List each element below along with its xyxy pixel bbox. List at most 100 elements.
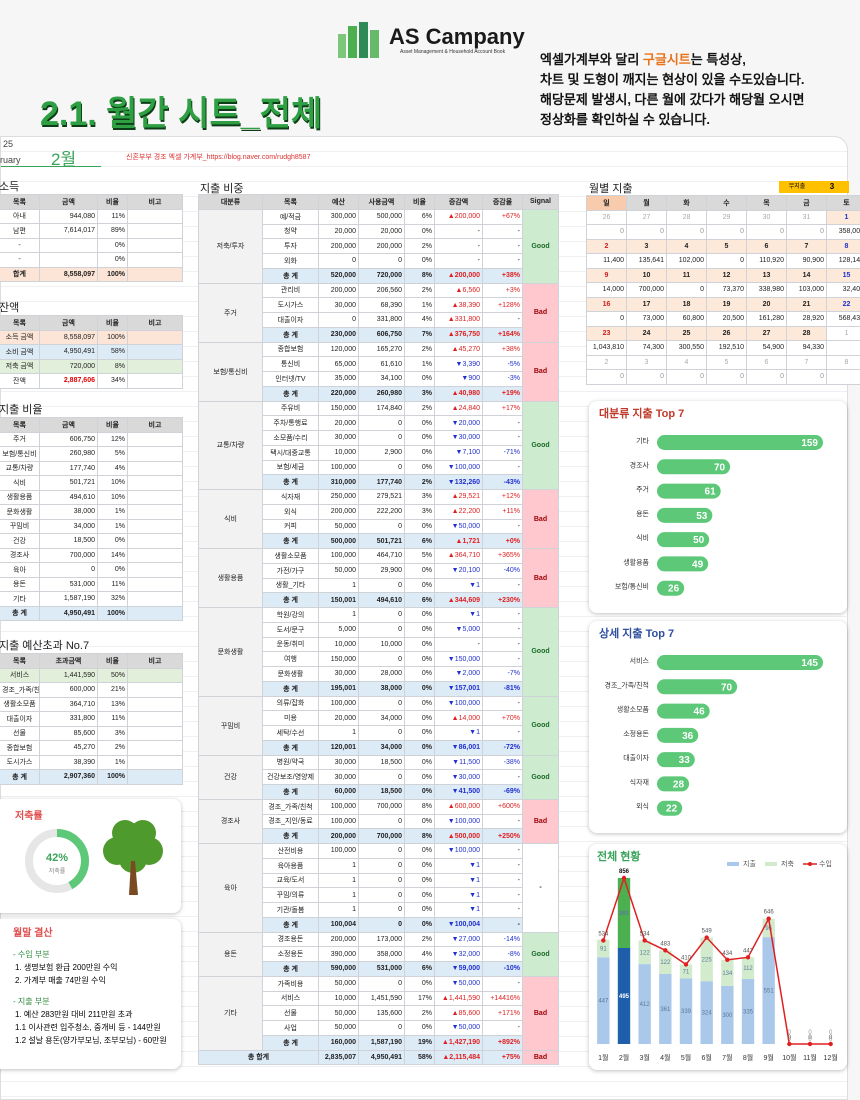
cell: +67% <box>482 208 523 225</box>
cell: ▼1 <box>434 902 483 918</box>
summary-line: 2. 가계부 매출 74만원 수익 <box>15 976 106 985</box>
cell: 4% <box>404 312 435 328</box>
cell: -7% <box>482 666 523 682</box>
value-label: 33 <box>679 755 691 766</box>
category-label: 보험/통신비 <box>615 582 649 591</box>
chart-card: 상세 지출 Top 7 서비스 145 경조_가족/친척 70 생활소모품 46 소정용돈 36… <box>589 621 847 833</box>
category-label: 경조사 <box>630 460 650 469</box>
cell: - <box>482 695 523 712</box>
cell: +12% <box>482 489 523 505</box>
cell: ▼50,000 <box>434 1020 483 1036</box>
cell: 도시가스 <box>0 754 40 770</box>
cell: 투자 <box>262 238 319 254</box>
cell: 200,000 <box>318 503 359 520</box>
cell: 2,907,360 <box>39 769 98 785</box>
line-point <box>828 1041 833 1047</box>
category-label: 생활용품 <box>623 557 649 566</box>
cell: ▼2,000 <box>434 666 483 682</box>
cell: ▼100,000 <box>434 695 483 712</box>
tree <box>103 820 163 895</box>
cell: 7,614,017 <box>39 223 98 239</box>
row: 종합보험 45,270 2% <box>0 740 183 756</box>
cell: ▼59,000 <box>434 961 483 977</box>
cell: 20,000 <box>318 223 359 240</box>
signal: Bad <box>522 341 559 402</box>
amount: 0 <box>626 224 667 240</box>
cell: +892% <box>482 1034 523 1051</box>
row: 육아 산전비용 100,000 0 0% ▼100,000- - <box>198 843 559 933</box>
point-label: 534 <box>598 931 609 937</box>
amount: 0 <box>666 369 707 385</box>
amount: 0 <box>786 369 827 385</box>
cell: 커피 <box>262 518 319 535</box>
header-cell: 목록 <box>262 194 319 210</box>
header-cell: 예산 <box>318 194 359 210</box>
header-cell: 목록 <box>0 315 40 331</box>
cell: 700,000 <box>358 828 405 844</box>
cell: 68,390 <box>358 297 405 313</box>
cell: 520,000 <box>318 267 359 284</box>
cell: - <box>434 253 483 269</box>
cell: +365% <box>482 548 523 564</box>
cell <box>127 344 183 360</box>
cell: 10% <box>97 475 128 491</box>
date: 27 <box>746 325 787 341</box>
cell: +128% <box>482 297 523 313</box>
total-row: 총 계 120,001 34,000 0% ▼86,001 -72% <box>199 739 559 756</box>
value-label: 145 <box>801 658 818 669</box>
cell: 331,800 <box>39 711 98 727</box>
cell: 0 <box>358 769 405 785</box>
bar-label: 0 <box>788 1037 792 1043</box>
cell: 206,560 <box>358 282 405 299</box>
value-label: 28 <box>673 779 685 790</box>
cell: 총 계 <box>262 592 319 608</box>
cell <box>127 576 183 592</box>
cell: 2% <box>404 238 435 254</box>
cell: 도서/문구 <box>262 621 319 638</box>
row: 건강 병원/약국 30,000 18,500 0% ▼11,500 -38% Good <box>198 754 559 800</box>
group-name: 교통/차량 <box>198 400 263 490</box>
line-point <box>787 1041 792 1047</box>
cell: 소정용돈 <box>262 946 319 962</box>
cell <box>127 329 183 345</box>
cell: 720,000 <box>39 358 98 374</box>
cell: +164% <box>482 326 523 343</box>
point-label: 549 <box>702 929 713 935</box>
cell: 0 <box>358 621 405 638</box>
year: 25 <box>3 139 14 149</box>
date: 27 <box>626 209 667 225</box>
value-label: 36 <box>682 731 694 742</box>
cell: 예/적금 <box>262 208 319 225</box>
sheet: 25bruary2월신혼부부 경조 엑셀 가계부_https://blog.na… <box>0 136 860 1100</box>
cell: - <box>482 902 523 918</box>
cell: +38% <box>482 267 523 284</box>
summary-line: 1. 생명보험 환급 200만원 수익 <box>15 963 118 972</box>
cell: - <box>482 518 523 535</box>
row: 보험/통신비 종합보험 120,000 165,270 2% ▲45,270 +38% Bad <box>198 341 559 402</box>
cell: +75% <box>482 1049 523 1066</box>
cell: +17% <box>482 400 523 417</box>
cell: ▼100,004 <box>434 916 483 933</box>
cell: - <box>0 237 40 253</box>
cell: - <box>0 252 40 268</box>
section-title: 지출 비중 <box>200 183 244 195</box>
cell: 0% <box>404 430 435 446</box>
cell: -38% <box>482 754 523 771</box>
cell: 0 <box>358 607 405 623</box>
cell: 총 계 <box>262 267 319 284</box>
link: 신혼부부 경조 엑셀 가계부_https://blog.naver.com/ru… <box>126 154 311 161</box>
cell: - <box>482 887 523 903</box>
cell: 10,000 <box>318 636 359 653</box>
cell: - <box>482 651 523 667</box>
row: 대출이자 0 331,800 4% ▲331,800- <box>199 312 559 328</box>
cell: 총 계 <box>262 1034 319 1051</box>
day: 금 <box>786 195 827 211</box>
cell: - <box>482 725 523 741</box>
amount: 32,400 <box>826 282 860 298</box>
line-point <box>745 955 751 960</box>
bar-segment <box>617 878 631 949</box>
amount-row: 11,400 135,641 102,000 0 110,920 90,900 128,14… <box>586 253 860 269</box>
bar <box>657 556 709 572</box>
cell: 0% <box>404 415 435 431</box>
